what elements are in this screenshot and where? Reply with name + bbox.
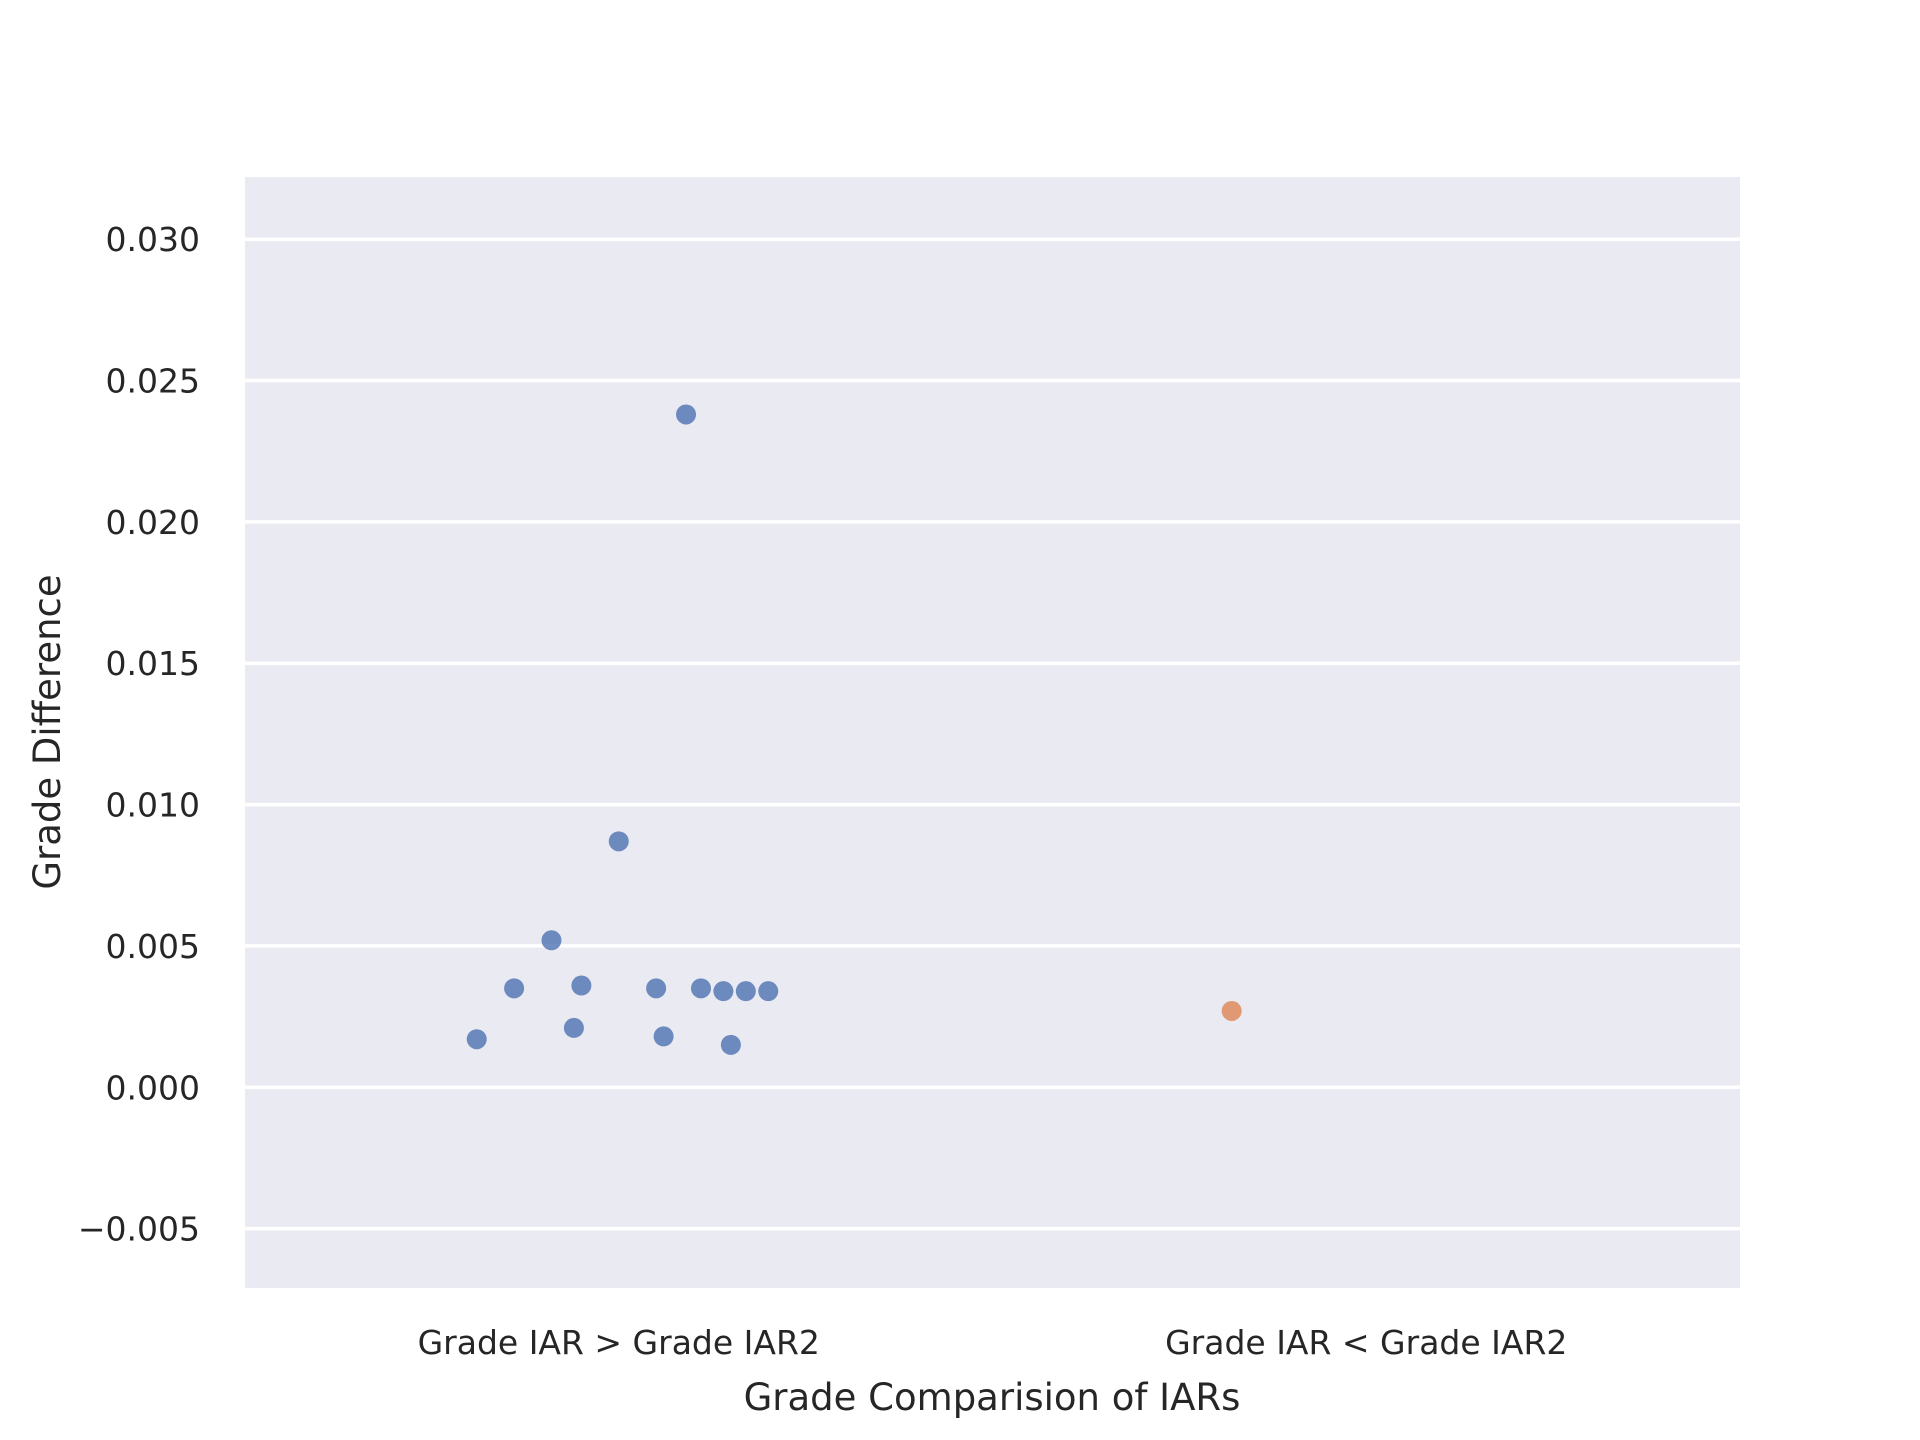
plot-area <box>245 177 1740 1288</box>
x-axis-label: Grade Comparision of IARs <box>744 1376 1241 1419</box>
y-tick-label: 0.015 <box>106 644 200 683</box>
data-point <box>504 978 525 999</box>
y-tick-label: 0.000 <box>106 1068 200 1107</box>
grid-lines <box>245 237 1740 1231</box>
y-tick-label: 0.030 <box>106 220 200 259</box>
data-point <box>720 1034 741 1055</box>
x-tick-label: Grade IAR < Grade IAR2 <box>1165 1323 1567 1362</box>
data-point <box>653 1026 674 1047</box>
data-point <box>676 404 697 425</box>
x-tick-labels: Grade IAR > Grade IAR2 Grade IAR < Grade … <box>418 1323 1568 1362</box>
data-point <box>758 981 779 1002</box>
y-tick-label: 0.010 <box>106 786 200 825</box>
y-tick-labels: −0.005 0.000 0.005 0.010 0.015 0.020 0.025 0.03… <box>78 220 200 1248</box>
y-tick-label: 0.020 <box>106 503 200 542</box>
y-axis-label: Grade Difference <box>26 574 69 889</box>
x-tick-label: Grade IAR > Grade IAR2 <box>418 1323 820 1362</box>
data-point <box>646 978 667 999</box>
data-point <box>571 975 592 996</box>
data-point <box>735 981 756 1002</box>
data-point <box>541 930 562 951</box>
data-point <box>690 978 711 999</box>
data-point <box>608 831 629 852</box>
data-point <box>713 981 734 1002</box>
y-tick-label: 0.005 <box>106 927 200 966</box>
data-points <box>466 404 1242 1055</box>
data-point <box>466 1029 487 1050</box>
data-point <box>1221 1000 1242 1021</box>
data-point <box>563 1017 584 1038</box>
y-tick-label: 0.025 <box>106 362 200 401</box>
y-tick-label: −0.005 <box>78 1210 200 1249</box>
